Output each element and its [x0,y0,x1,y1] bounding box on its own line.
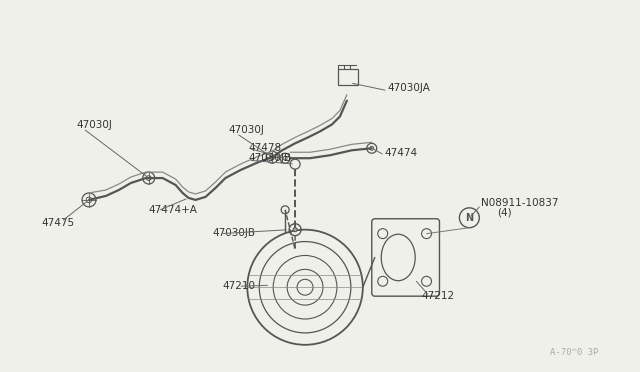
Text: 47475: 47475 [41,218,74,228]
Circle shape [293,228,297,232]
Text: 47478: 47478 [248,143,282,153]
Text: 47210: 47210 [223,281,255,291]
Text: N: N [465,213,474,223]
Text: 47474+A: 47474+A [148,205,198,215]
Text: 47030J: 47030J [228,125,264,135]
Bar [338,69,358,85]
Text: (4): (4) [497,208,512,218]
Text: 47030J: 47030J [76,121,112,131]
Text: A-70^0 3P: A-70^0 3P [550,348,599,357]
Text: N08911-10837: N08911-10837 [481,198,559,208]
Text: 47030JA: 47030JA [388,83,431,93]
Text: 47212: 47212 [422,291,454,301]
Text: 47030JB: 47030JB [212,228,255,238]
Text: 47474: 47474 [385,148,418,158]
Text: 47030JB: 47030JB [248,153,291,163]
